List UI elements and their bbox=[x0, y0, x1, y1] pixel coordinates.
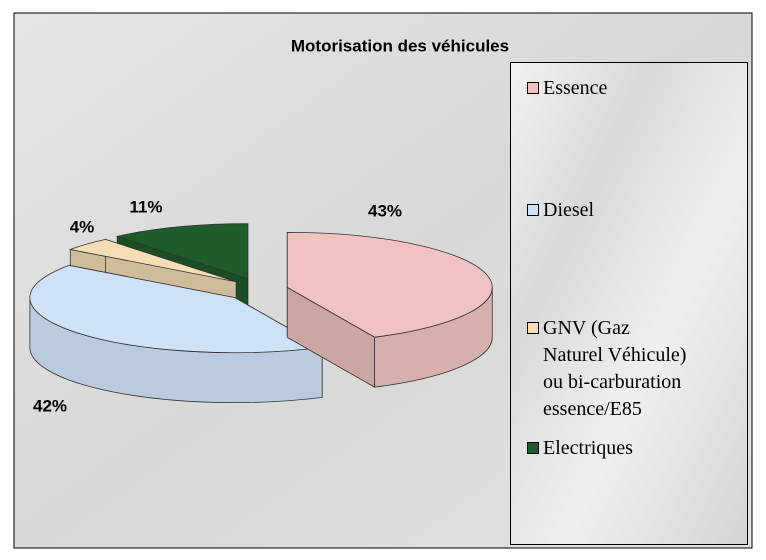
legend-item: Electriques bbox=[527, 435, 753, 462]
legend: Essence Diesel GNV (Gaz Naturel Véhicule) … bbox=[510, 62, 748, 545]
legend-label: Electriques bbox=[543, 437, 633, 459]
legend-swatch bbox=[527, 204, 539, 216]
data-label: 4% bbox=[70, 217, 95, 236]
legend-item: Essence bbox=[527, 75, 753, 102]
legend-label: Diesel bbox=[543, 199, 595, 221]
data-label: 42% bbox=[33, 396, 67, 415]
pie-slice bbox=[286, 231, 493, 338]
pie: 43% 42% 4% 11% bbox=[29, 197, 493, 415]
pie-slice bbox=[115, 223, 249, 280]
legend-item: Diesel bbox=[527, 197, 753, 224]
chart-title: Motorisation des véhicules bbox=[291, 36, 509, 55]
pie-slice bbox=[68, 238, 237, 283]
legend-swatch bbox=[527, 442, 539, 454]
legend-box bbox=[510, 62, 748, 545]
data-label: 43% bbox=[368, 201, 402, 220]
legend-swatch bbox=[527, 322, 539, 334]
legend-label: GNV (Gaz Naturel Véhicule) ou bi-carbura… bbox=[543, 317, 687, 420]
data-label: 11% bbox=[129, 197, 162, 216]
pie-slice bbox=[29, 264, 324, 354]
legend-label: Essence bbox=[543, 77, 608, 99]
legend-swatch bbox=[527, 82, 539, 94]
legend-item: GNV (Gaz Naturel Véhicule) ou bi-carbura… bbox=[527, 315, 693, 423]
